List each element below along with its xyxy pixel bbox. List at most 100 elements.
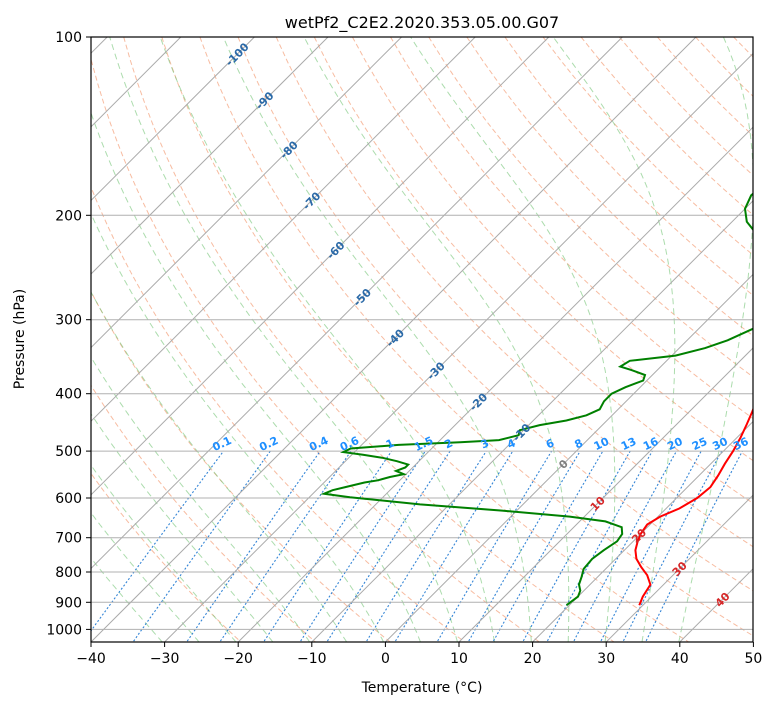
dry-adiabat xyxy=(504,37,753,296)
mixing-ratio-label: 30 xyxy=(710,435,730,453)
moist-adiabat xyxy=(678,37,753,642)
dry-adiabat xyxy=(428,37,753,378)
mixing-ratio-line xyxy=(394,450,514,642)
grid-lines xyxy=(91,37,775,642)
mixing-ratio-line xyxy=(436,450,553,642)
mixing-ratio-line xyxy=(365,450,487,642)
mixing-ratio-line xyxy=(622,450,723,642)
y-axis-label: Pressure (hPa) xyxy=(12,289,28,389)
mixing-ratio-label: 13 xyxy=(619,435,638,453)
mixing-ratio-line xyxy=(299,450,426,642)
moist-adiabat xyxy=(91,413,274,642)
moist-adiabat xyxy=(91,512,200,642)
mixing-ratio-label: 1 xyxy=(384,436,396,451)
isotherm xyxy=(532,420,753,642)
isotherm-label: -100 xyxy=(223,40,252,69)
moist-adiabat xyxy=(303,37,570,642)
plot-frame xyxy=(90,36,754,643)
mixing-ratio-line xyxy=(645,450,743,642)
x-tick-label: −20 xyxy=(223,651,253,667)
x-tick-label: −30 xyxy=(150,651,180,667)
moist-adiabat xyxy=(159,37,495,642)
dry-adiabat xyxy=(237,37,753,592)
isotherm xyxy=(91,37,697,642)
dry-adiabat xyxy=(542,37,753,256)
y-tick-label: 400 xyxy=(55,387,82,403)
y-tick-label: 600 xyxy=(55,491,82,507)
y-tick-label: 800 xyxy=(55,565,82,581)
isotherm xyxy=(91,37,476,422)
isotherm xyxy=(164,52,753,642)
moist-adiabat xyxy=(410,37,616,642)
y-tick-label: 900 xyxy=(55,595,82,611)
isotherm xyxy=(91,37,402,349)
moist-adiabat xyxy=(91,557,163,642)
dry-adiabat xyxy=(390,37,753,420)
moist-adiabat xyxy=(91,212,385,642)
dry-adiabat xyxy=(91,185,466,642)
mixing-ratio-line xyxy=(326,450,451,642)
y-tick-label: 300 xyxy=(55,313,82,329)
isotherm xyxy=(311,200,753,642)
moist-adiabat xyxy=(91,356,311,642)
mixing-ratio-line xyxy=(572,450,677,642)
mixing-ratio-line xyxy=(467,450,581,642)
x-tick-label: 40 xyxy=(671,651,689,667)
mixing-ratio-line xyxy=(546,450,653,642)
y-tick-label: 700 xyxy=(55,531,82,547)
mixing-ratio-label: 20 xyxy=(665,435,685,453)
x-tick-label: 20 xyxy=(524,651,542,667)
x-tick-label: 0 xyxy=(381,651,390,667)
axes: −40 −30 −20 −10 0 10 20 30 40 50 100 200 300 400 500 60… xyxy=(46,30,762,667)
moist-adiabat xyxy=(222,37,532,642)
dry-adiabat xyxy=(733,37,753,58)
isotherm xyxy=(91,37,329,275)
mixing-ratio-label: 6 xyxy=(544,436,557,451)
mixing-ratio-label: 25 xyxy=(690,435,709,453)
mixing-ratio-label: 16 xyxy=(641,435,661,453)
y-tick-label: 1000 xyxy=(46,622,82,638)
isotherm xyxy=(91,37,255,202)
moist-adiabat xyxy=(109,37,458,642)
mixing-ratio-line xyxy=(186,450,321,642)
isotherm xyxy=(91,37,623,570)
x-tick-label: −40 xyxy=(76,651,106,667)
isotherm xyxy=(753,37,775,642)
moist-adiabat xyxy=(91,464,237,642)
dry-adiabat xyxy=(466,37,753,337)
dry-adiabat xyxy=(91,384,317,642)
y-tick-label: 200 xyxy=(55,208,82,224)
x-tick-label: 50 xyxy=(744,651,762,667)
x-axis-label: Temperature (°C) xyxy=(361,680,483,696)
mixing-ratio-line xyxy=(262,450,393,642)
profile-lines xyxy=(320,192,753,607)
dry-adiabat xyxy=(695,37,753,97)
mixing-ratio-label: 36 xyxy=(731,435,751,453)
line-labels: 0.1 0.2 0.4 0.6 1 1.5 2 3 4 6 8 10 13 16 20 25 30 36-100-… xyxy=(210,40,750,610)
temperature-line xyxy=(634,407,753,606)
mixing-ratio-label: 10 xyxy=(592,435,612,453)
isotherm xyxy=(237,126,753,642)
isotherm xyxy=(385,273,753,642)
mixing-ratio-line xyxy=(219,450,352,642)
isotherm xyxy=(605,494,753,642)
dry-adiabat xyxy=(351,37,753,462)
mixing-ratio-line xyxy=(132,450,271,642)
mixing-ratio-line xyxy=(91,450,224,632)
dewpoint-line xyxy=(320,192,753,607)
y-tick-label: 500 xyxy=(55,444,82,460)
dry-adiabat xyxy=(275,37,753,548)
chart-title: wetPf2_C2E2.2020.353.05.00.G07 xyxy=(285,13,559,33)
dry-adiabat xyxy=(123,37,615,642)
y-tick-label: 100 xyxy=(55,30,82,46)
isotherm xyxy=(458,347,753,642)
dry-adiabat xyxy=(91,472,242,642)
x-tick-label: 30 xyxy=(597,651,615,667)
isotherm xyxy=(91,37,550,496)
dry-adiabat xyxy=(199,37,753,637)
moist-adiabat xyxy=(91,290,348,642)
x-tick-label: 10 xyxy=(450,651,468,667)
x-tick-label: −10 xyxy=(297,651,327,667)
mixing-ratio-label: 2 xyxy=(442,436,454,451)
